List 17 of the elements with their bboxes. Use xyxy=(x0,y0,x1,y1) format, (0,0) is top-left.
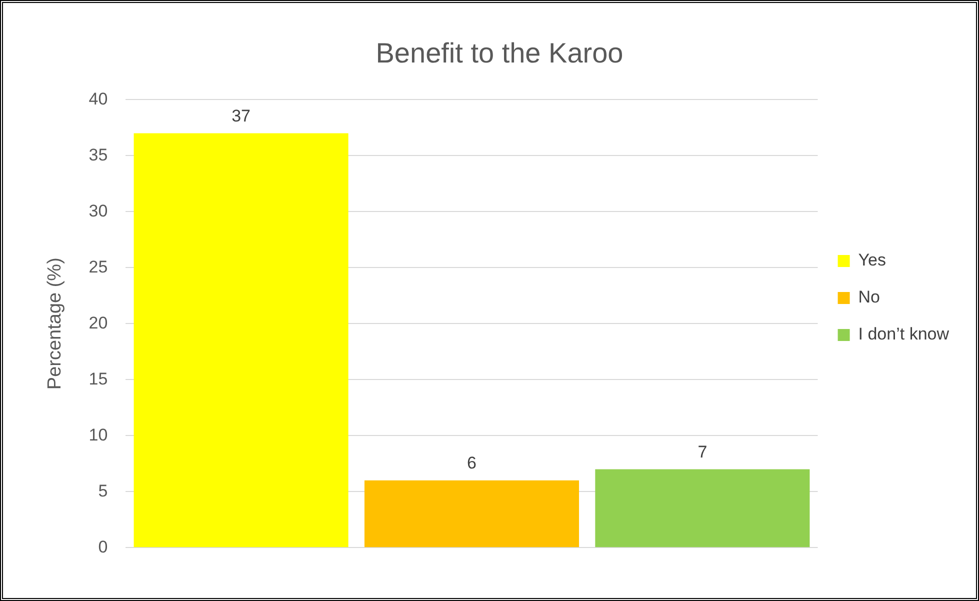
y-axis-title: Percentage (%) xyxy=(44,258,66,390)
data-label: 6 xyxy=(467,454,476,473)
legend-label: I don’t know xyxy=(858,324,950,344)
y-tick-label: 10 xyxy=(88,425,108,444)
y-tick-label: 30 xyxy=(88,201,108,220)
data-label: 37 xyxy=(232,106,251,126)
y-tick-label: 0 xyxy=(98,537,108,556)
legend-label: No xyxy=(858,288,880,307)
y-tick-label: 5 xyxy=(98,481,108,500)
data-label: 7 xyxy=(698,442,708,462)
y-tick-label: 15 xyxy=(88,369,108,388)
chart-title: Benefit to the Karoo xyxy=(376,38,624,69)
legend-label: Yes xyxy=(858,250,886,270)
y-tick-label: 40 xyxy=(88,89,108,108)
y-tick-label: 20 xyxy=(88,313,108,332)
y-tick-label: 25 xyxy=(88,257,108,276)
y-tick-label: 35 xyxy=(88,145,108,164)
